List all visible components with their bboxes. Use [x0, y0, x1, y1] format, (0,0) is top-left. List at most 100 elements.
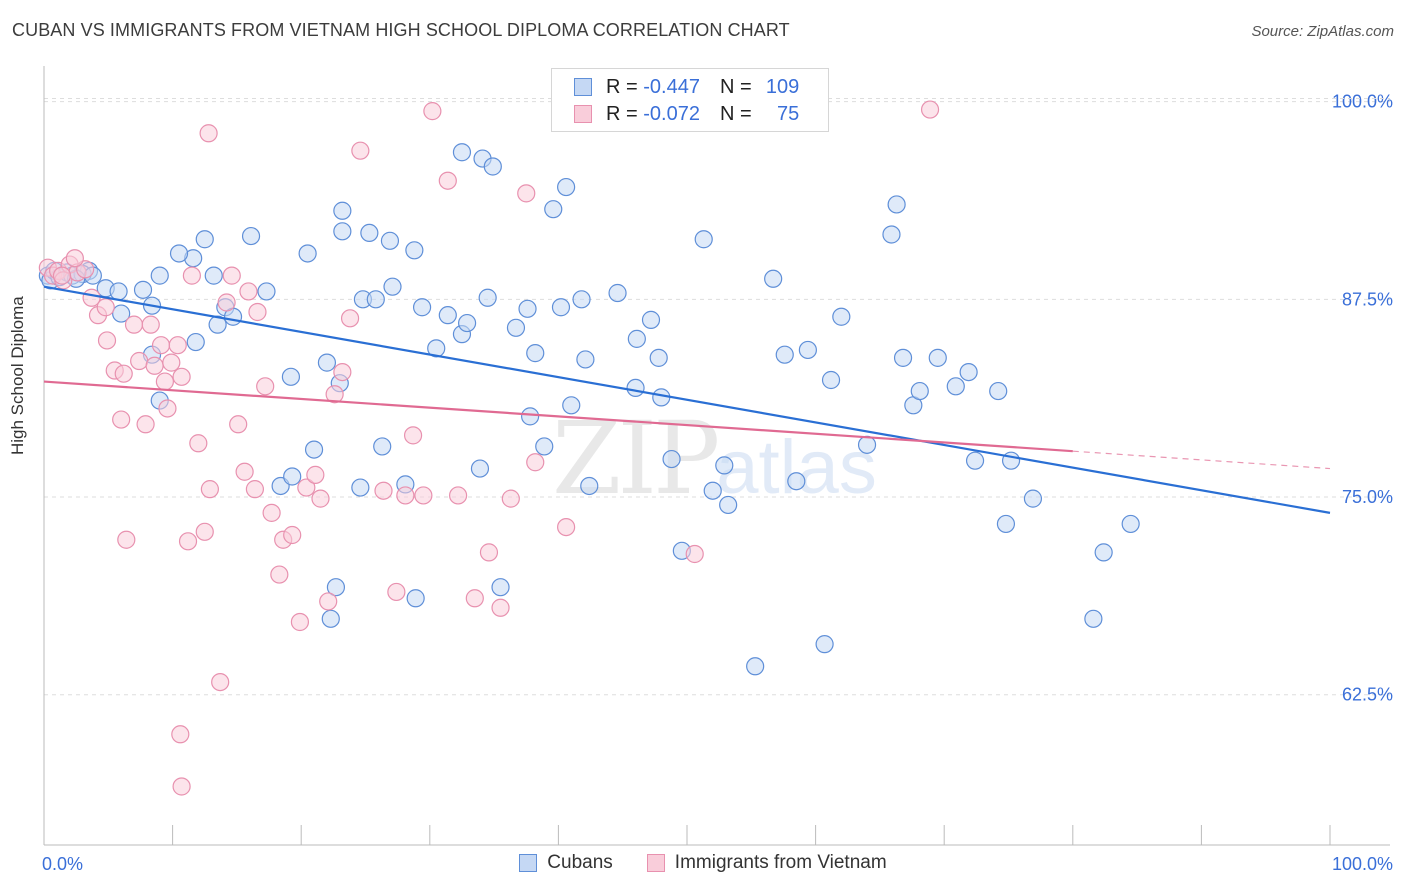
point-vietnam — [172, 367, 191, 386]
point-vietnam — [423, 102, 442, 121]
legend-swatch-vietnam — [574, 105, 592, 123]
y-tick-label: 75.0% — [1342, 487, 1393, 507]
point-vietnam — [189, 434, 208, 453]
point-cubans — [535, 437, 554, 456]
point-cubans — [366, 290, 385, 309]
point-cubans — [405, 241, 424, 260]
point-vietnam — [920, 100, 940, 119]
point-cubans — [406, 589, 425, 608]
point-cubans — [959, 362, 978, 382]
bottom-legend-cubans: Cubans — [519, 852, 613, 874]
legend-r-label: R = — [606, 102, 638, 125]
point-vietnam — [396, 486, 415, 505]
point-vietnam — [155, 372, 174, 391]
point-vietnam — [65, 249, 84, 268]
point-vietnam — [151, 336, 171, 355]
bottom-legend: Cubans Immigrants from Vietnam — [0, 852, 1406, 874]
point-vietnam — [245, 480, 265, 499]
point-vietnam — [374, 481, 393, 500]
y-tick-label: 100.0% — [1332, 92, 1393, 112]
point-vietnam — [479, 543, 499, 562]
trendline-dashed-vietnam — [1072, 450, 1331, 470]
point-cubans — [521, 407, 540, 426]
point-vietnam — [97, 331, 117, 350]
point-cubans — [333, 201, 352, 220]
point-vietnam — [262, 503, 281, 522]
point-vietnam — [297, 478, 316, 497]
point-cubans — [383, 277, 402, 296]
point-cubans — [427, 339, 446, 358]
point-cubans — [186, 332, 205, 352]
point-cubans — [787, 472, 806, 491]
point-cubans — [572, 290, 591, 309]
point-vietnam — [239, 282, 258, 301]
point-vietnam — [290, 612, 310, 632]
point-vietnam — [178, 532, 198, 551]
bottom-legend-vietnam: Immigrants from Vietnam — [646, 852, 887, 874]
point-vietnam — [685, 544, 704, 564]
point-cubans — [491, 578, 510, 597]
point-vietnam — [222, 266, 241, 285]
point-vietnam — [448, 486, 468, 505]
point-vietnam — [162, 353, 181, 372]
point-vietnam — [229, 415, 248, 434]
point-cubans — [204, 266, 223, 285]
legend-row-cubans: R = -0.447 N = 109 — [574, 75, 799, 99]
point-vietnam — [557, 517, 576, 537]
point-cubans — [775, 345, 794, 364]
legend-r-label: R = — [606, 75, 638, 98]
point-vietnam — [517, 184, 536, 203]
point-cubans — [241, 226, 261, 246]
watermark-atlas: atlas — [716, 425, 877, 510]
y-tick-label: 87.5% — [1342, 289, 1393, 309]
point-cubans — [746, 657, 765, 676]
point-vietnam — [158, 399, 177, 418]
point-vietnam — [76, 260, 95, 279]
point-cubans — [478, 288, 497, 307]
trendline-cubans — [43, 285, 1331, 514]
point-cubans — [551, 298, 571, 317]
point-vietnam — [217, 293, 236, 312]
point-cubans — [333, 222, 352, 241]
point-cubans — [506, 318, 526, 337]
point-vietnam — [136, 415, 155, 434]
point-cubans — [626, 378, 645, 398]
point-vietnam — [311, 489, 330, 508]
trendline-vietnam — [43, 380, 1073, 453]
point-cubans — [298, 244, 317, 263]
point-vietnam — [351, 141, 370, 160]
x-tick-label: 100.0% — [1332, 854, 1393, 874]
point-vietnam — [195, 522, 214, 541]
point-cubans — [360, 223, 379, 243]
point-cubans — [557, 177, 576, 197]
point-cubans — [910, 381, 929, 401]
point-cubans — [281, 367, 301, 386]
x-tick-label: 0.0% — [42, 854, 83, 874]
point-vietnam — [526, 453, 545, 472]
point-vietnam — [172, 777, 191, 796]
point-cubans — [580, 476, 599, 496]
bottom-legend-swatch-cubans — [519, 854, 538, 872]
point-vietnam — [52, 266, 72, 285]
point-cubans — [438, 306, 457, 325]
point-cubans — [526, 344, 545, 363]
point-cubans — [965, 451, 985, 470]
point-vietnam — [200, 480, 219, 499]
point-cubans — [1023, 489, 1043, 508]
point-cubans — [195, 230, 214, 249]
point-vietnam — [112, 410, 131, 429]
chart-title: CUBAN VS IMMIGRANTS FROM VIETNAM HIGH SC… — [12, 20, 790, 40]
point-vietnam — [96, 298, 115, 317]
point-cubans — [821, 370, 841, 390]
legend-n-label: N = — [719, 102, 752, 125]
point-vietnam — [130, 351, 149, 371]
point-vietnam — [141, 315, 160, 334]
point-cubans — [257, 282, 276, 301]
point-vietnam — [403, 426, 423, 445]
point-cubans — [608, 283, 627, 303]
point-vietnam — [182, 266, 201, 285]
point-cubans — [946, 377, 965, 396]
point-vietnam — [145, 356, 164, 375]
point-cubans — [627, 329, 646, 348]
point-vietnam — [333, 362, 352, 382]
